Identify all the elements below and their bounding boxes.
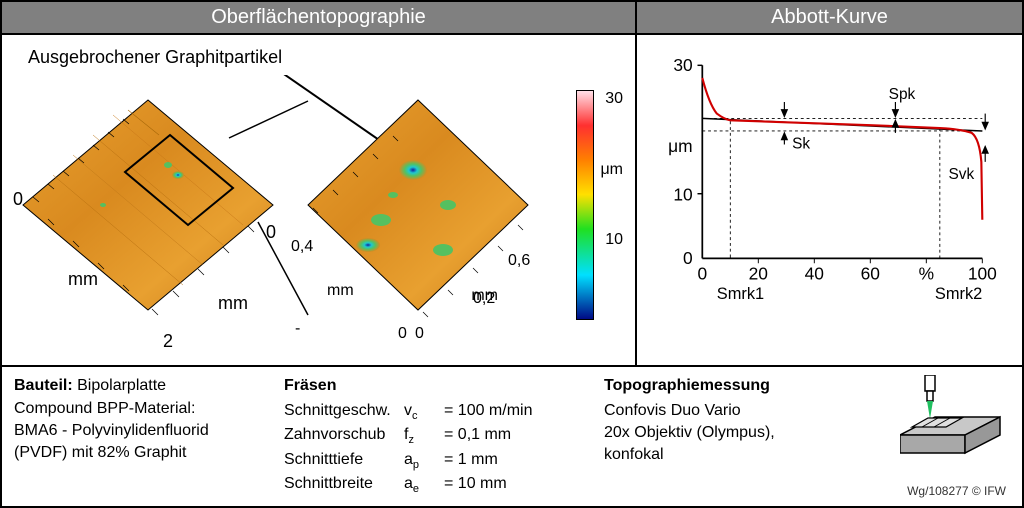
- abbott-panel: Abbott-Kurve 30 μm 10 0 0 20: [637, 2, 1022, 365]
- yt-30: 30: [673, 55, 692, 75]
- xt-60: 60: [861, 264, 880, 284]
- component-col: Bauteil: Bipolarplatte Compound BPP-Mate…: [14, 375, 274, 498]
- main-bottom-tick: 2: [163, 331, 173, 351]
- cb-30: 30: [600, 90, 623, 108]
- main-mm-right: mm: [218, 293, 248, 313]
- colorbar: [576, 90, 594, 320]
- topography-svg: 0 mm 2 0 mm: [13, 75, 573, 355]
- param-fz: Zahnvorschub fz = 0,1 mm: [284, 424, 594, 449]
- top-row: Oberflächentopographie Ausgebrochener Gr…: [2, 2, 1022, 367]
- svk-label: Svk: [949, 166, 975, 183]
- yt-0: 0: [683, 248, 693, 268]
- main-mm-left: mm: [68, 269, 98, 289]
- topography-panel: Oberflächentopographie Ausgebrochener Gr…: [2, 2, 637, 365]
- detail-00l: 0: [398, 325, 407, 342]
- measure-col: Topographiemessung Confovis Duo Vario 20…: [604, 375, 1010, 498]
- sk-label: Sk: [792, 135, 810, 152]
- detail-00r: 0: [415, 325, 424, 342]
- detail-left-dash: -: [295, 320, 300, 337]
- param-vc: Schnittgeschw. vc = 100 m/min: [284, 400, 594, 425]
- main-left-tick: 0: [13, 189, 23, 209]
- colorbar-labels: 30 μm 10: [600, 90, 623, 320]
- material-line: BMA6 - Polyvinylidenfluorid: [14, 420, 274, 442]
- abbott-chart: 30 μm 10 0 0 20 40 60 % 100: [643, 46, 1003, 326]
- yt-10: 10: [673, 184, 692, 204]
- bauteil-name: Bipolarplatte: [77, 377, 166, 394]
- colorbar-area: 30 μm 10: [576, 90, 623, 320]
- spk-label: Spk: [889, 86, 916, 103]
- yt-um: μm: [668, 136, 692, 156]
- topo-content: 0 mm 2 0 mm: [8, 70, 629, 340]
- xt-pct: %: [919, 264, 934, 284]
- credit-text: Wg/108277 © IFW: [907, 483, 1006, 500]
- milling-col: Fräsen Schnittgeschw. vc = 100 m/min Zah…: [284, 375, 594, 498]
- xt-100: 100: [968, 264, 997, 284]
- topo-annotation: Ausgebrochener Graphitpartikel: [28, 47, 629, 68]
- detail-06: 0,6: [508, 252, 530, 269]
- bauteil-label: Bauteil:: [14, 377, 73, 394]
- detail-left-04: 0,4: [291, 238, 313, 255]
- detail-surface: 0,4 - mm 0 0 0,6 0,2 mm: [291, 100, 530, 342]
- pvdf-line: (PVDF) mit 82% Graphit: [14, 442, 274, 464]
- cb-10: 10: [600, 231, 623, 249]
- left-header: Oberflächentopographie: [2, 2, 635, 35]
- cb-unit: μm: [600, 161, 623, 179]
- compound-line: Compound BPP-Material:: [14, 398, 274, 420]
- param-ae: Schnittbreite ae = 10 mm: [284, 473, 594, 498]
- milling-title: Fräsen: [284, 375, 594, 397]
- detail-mm-right: mm: [471, 287, 498, 304]
- figure-container: Oberflächentopographie Ausgebrochener Gr…: [0, 0, 1024, 508]
- main-surface: 0 mm 2 0 mm: [13, 100, 276, 351]
- bottom-row: Bauteil: Bipolarplatte Compound BPP-Mate…: [2, 367, 1022, 506]
- abbott-body: 30 μm 10 0 0 20 40 60 % 100: [637, 35, 1022, 365]
- xt-40: 40: [805, 264, 824, 284]
- smrk2: Smrk2: [935, 285, 982, 303]
- smrk1: Smrk1: [717, 285, 764, 303]
- right-header: Abbott-Kurve: [637, 2, 1022, 35]
- cb-spacer: [600, 302, 623, 320]
- xt-20: 20: [749, 264, 768, 284]
- param-ap: Schnitttiefe ap = 1 mm: [284, 449, 594, 474]
- detail-mm-left: mm: [327, 282, 354, 299]
- measurement-icon: [900, 375, 1010, 465]
- xt-0: 0: [697, 264, 707, 284]
- topography-body: Ausgebrochener Graphitpartikel: [2, 35, 635, 365]
